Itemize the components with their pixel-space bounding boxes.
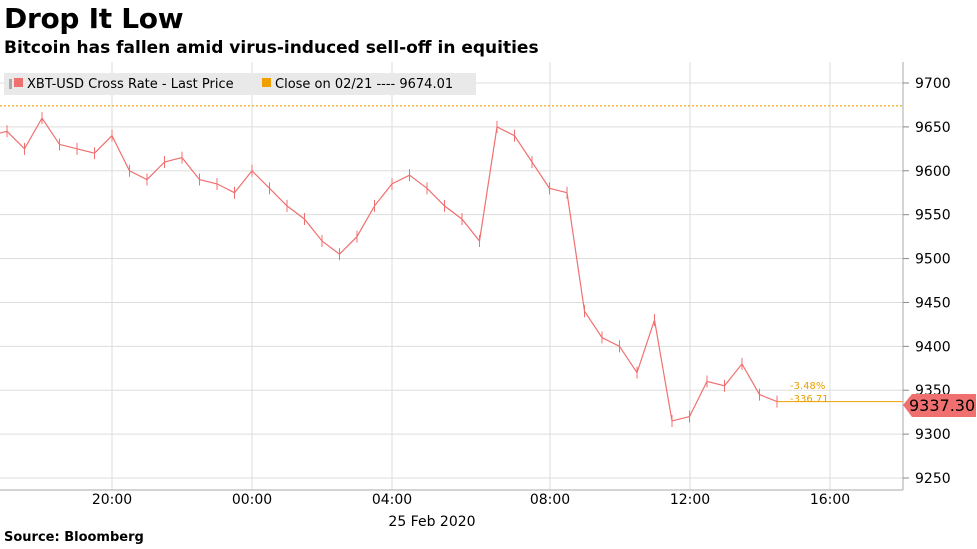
legend: XBT-USD Cross Rate - Last Price Close on… bbox=[4, 73, 476, 95]
x-tick-label: 16:00 bbox=[810, 492, 850, 508]
legend-series-label: XBT-USD Cross Rate - Last Price bbox=[27, 77, 234, 92]
y-tick-label: 9700 bbox=[915, 76, 951, 92]
series-price-candles bbox=[0, 112, 778, 427]
x-axis-ticks: 20:00 00:00 04:00 08:00 12:00 16:00 bbox=[0, 489, 903, 508]
change-pct-label: -3.48% bbox=[790, 381, 825, 392]
chart-title: Drop It Low bbox=[4, 2, 184, 35]
legend-handle-icon bbox=[9, 79, 12, 89]
change-abs-label: -336.71 bbox=[790, 394, 829, 405]
x-tick-label: 04:00 bbox=[372, 492, 412, 508]
y-tick-label: 9400 bbox=[915, 339, 951, 355]
legend-reference-label: Close on 02/21 ---- 9674.01 bbox=[275, 77, 453, 92]
x-tick-label: 12:00 bbox=[670, 492, 710, 508]
series-line bbox=[0, 116, 778, 422]
legend-series-swatch bbox=[14, 78, 23, 87]
grid-lines bbox=[0, 62, 903, 490]
y-tick-label: 9650 bbox=[915, 120, 951, 136]
chart-subtitle: Bitcoin has fallen amid virus-induced se… bbox=[4, 38, 539, 58]
x-tick-label: 20:00 bbox=[92, 492, 132, 508]
x-tick-label: 00:00 bbox=[232, 492, 272, 508]
legend-reference-swatch bbox=[262, 78, 271, 87]
last-price-tag: 9337.30 bbox=[903, 394, 976, 417]
y-tick-label: 9550 bbox=[915, 208, 951, 224]
y-tick-label: 9500 bbox=[915, 252, 951, 268]
y-tick-label: 9300 bbox=[915, 427, 951, 443]
y-tick-label: 9250 bbox=[915, 471, 951, 487]
last-price-value: 9337.30 bbox=[909, 396, 975, 415]
y-tick-label: 9600 bbox=[915, 164, 951, 180]
date-label: 25 Feb 2020 bbox=[388, 514, 475, 530]
source-note: Source: Bloomberg bbox=[4, 530, 144, 545]
y-tick-label: 9450 bbox=[915, 295, 951, 311]
x-tick-label: 08:00 bbox=[530, 492, 570, 508]
